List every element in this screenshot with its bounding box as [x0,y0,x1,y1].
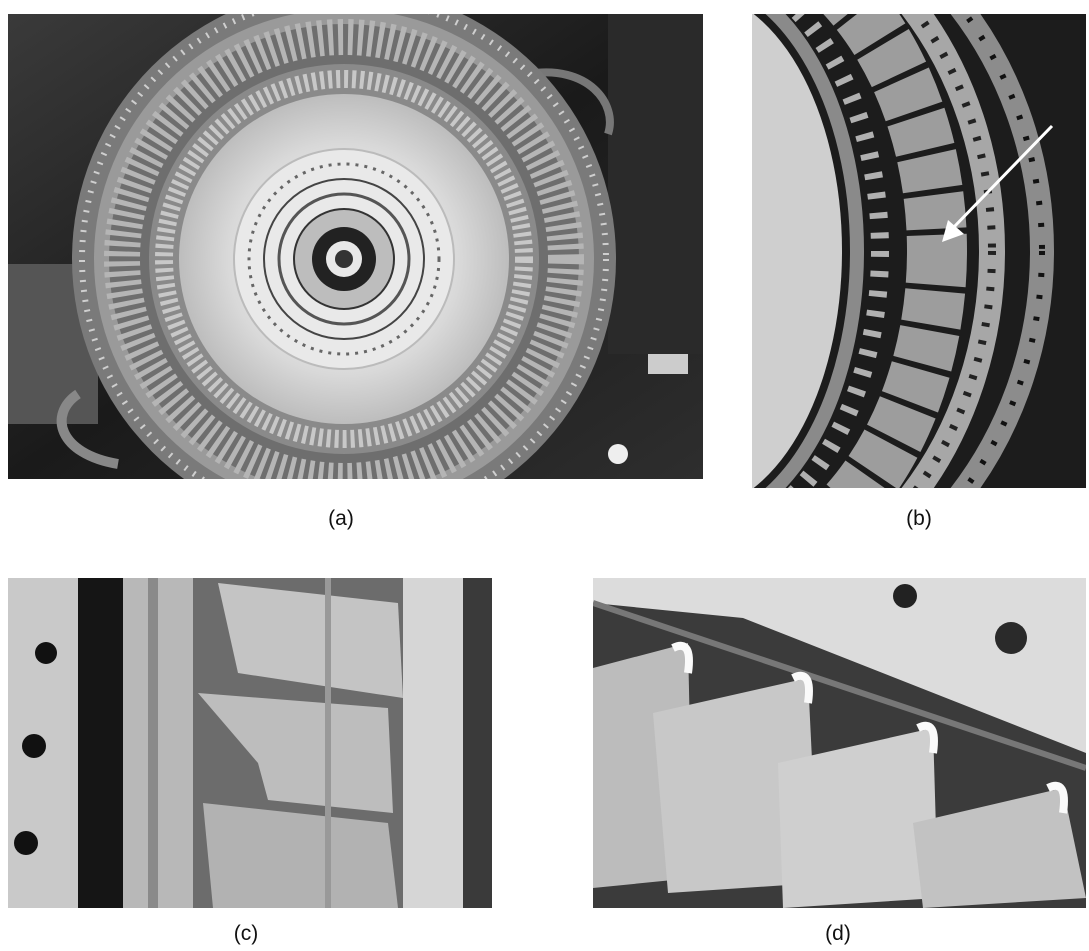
photo-panel-c [8,578,492,908]
blade-tips-closeup-image [593,578,1086,908]
panel-c-caption: (c) [233,922,259,945]
damaged-blades-image [8,578,492,908]
vane-ring-closeup-image [752,14,1086,488]
photo-panel-d [593,578,1086,908]
panel-d-caption: (d) [825,922,851,945]
turbine-full-view-image [8,14,703,479]
panel-a-caption: (a) [328,507,354,530]
panel-b-caption: (b) [906,507,932,530]
photo-panel-b [752,14,1086,488]
photo-panel-a [8,14,703,479]
